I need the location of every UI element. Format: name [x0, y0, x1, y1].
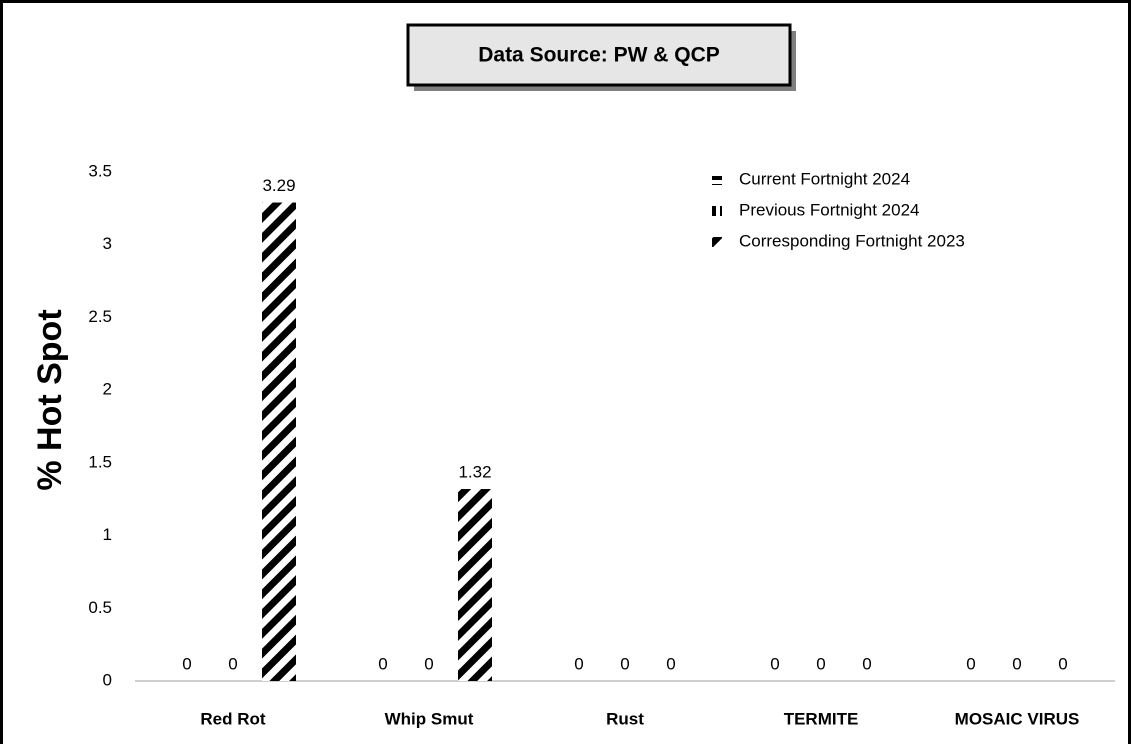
- y-tick-label: 1: [103, 525, 112, 544]
- y-tick-label: 2.5: [88, 307, 112, 326]
- y-axis-label: % Hot Spot: [31, 309, 69, 490]
- data-label: 0: [770, 654, 779, 673]
- legend-label: Previous Fortnight 2024: [739, 200, 920, 219]
- y-tick-label: 3.5: [88, 161, 112, 180]
- legend-label: Current Fortnight 2024: [739, 169, 910, 188]
- x-tick-label: TERMITE: [784, 709, 859, 728]
- bar: [458, 489, 492, 681]
- data-label: 0: [182, 654, 191, 673]
- y-tick-label: 0: [103, 670, 112, 689]
- data-label: 1.32: [458, 463, 491, 482]
- data-label: 0: [1058, 654, 1067, 673]
- data-label: 0: [424, 654, 433, 673]
- data-label: 0: [966, 654, 975, 673]
- data-label: 0: [816, 654, 825, 673]
- data-label: 0: [1012, 654, 1021, 673]
- legend-swatch: [712, 206, 722, 216]
- y-tick-label: 0.5: [88, 598, 112, 617]
- legend-swatch: [712, 237, 722, 247]
- y-tick-label: 1.5: [88, 452, 112, 471]
- data-label: 0: [574, 654, 583, 673]
- data-label: 0: [620, 654, 629, 673]
- bar: [262, 202, 296, 682]
- data-label: 0: [862, 654, 871, 673]
- legend-swatch: [712, 175, 722, 185]
- chart-title: Data Source: PW & QCP: [478, 44, 720, 67]
- data-label: 0: [228, 654, 237, 673]
- x-tick-label: MOSAIC VIRUS: [955, 709, 1080, 728]
- legend-label: Corresponding Fortnight 2023: [739, 231, 965, 250]
- data-label: 3.29: [262, 176, 295, 195]
- x-tick-label: Red Rot: [200, 709, 266, 728]
- data-label: 0: [666, 654, 675, 673]
- y-tick-label: 3: [103, 234, 112, 253]
- x-tick-label: Whip Smut: [385, 709, 474, 728]
- title-box: [406, 23, 792, 87]
- data-label: 0: [378, 654, 387, 673]
- y-tick-label: 2: [103, 380, 112, 399]
- x-tick-label: Rust: [606, 709, 644, 728]
